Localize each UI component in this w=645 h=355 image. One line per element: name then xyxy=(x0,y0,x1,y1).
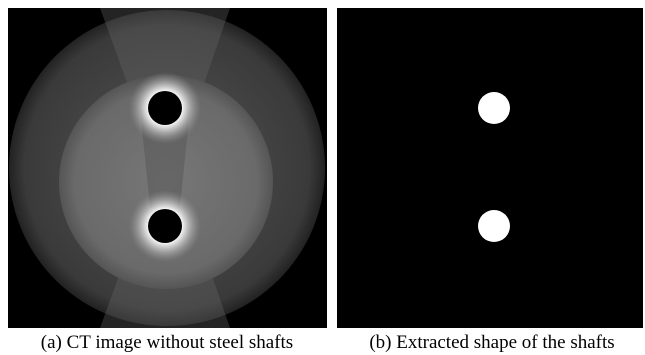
caption: (a) CT image without steel shafts xyxy=(41,332,293,353)
caption: (b) Extracted shape of the shafts xyxy=(369,332,614,353)
panel-b-image xyxy=(337,8,643,328)
panel-a-image xyxy=(8,8,327,328)
figure: (a) CT image without steel shafts (b) Ex… xyxy=(0,0,645,355)
page: (a) CT image without steel shafts (b) Ex… xyxy=(0,0,645,355)
